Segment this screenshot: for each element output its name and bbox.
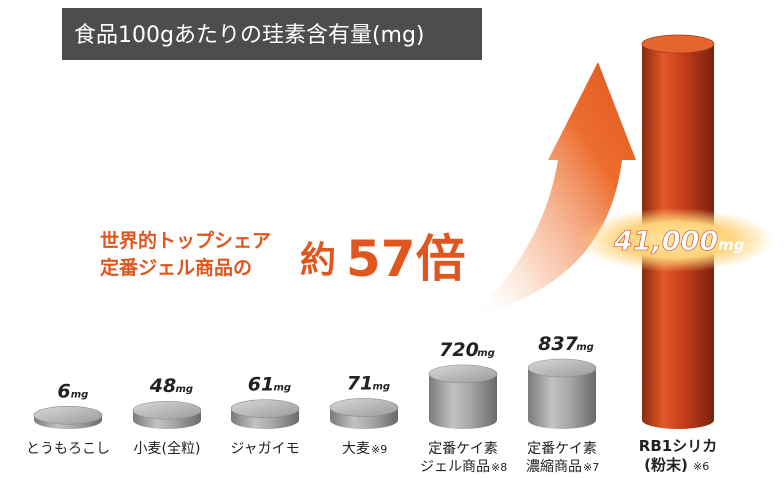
bar-top [33,405,103,425]
chart-title: 食品100gあたりの珪素含有量(mg) [74,23,425,48]
comparison-claim: 世界的トップシェア 定番ジェル商品の 約 57倍 [100,229,466,288]
category-label: とうもろこし [26,441,110,457]
chart-title-box: 食品100gあたりの珪素含有量(mg) [62,8,482,60]
category-label: 小麦(全粒) [134,440,201,457]
category-label: 定番ケイ素 [428,441,498,457]
growth-arrow [470,62,636,318]
category-label: ジェル商品 [420,459,490,475]
category-label: 定番ケイ素 [527,441,597,457]
bar-body [528,368,596,429]
highlight-category-label: RB1シリカ [639,437,717,455]
highlight-value-label: 41,000 [613,226,718,257]
value-unit: mg [373,381,391,392]
value-unit: mg [71,389,89,400]
footnote-mark: ※8 [491,461,507,474]
bar-top [329,398,399,417]
highlight-bar-top [641,34,715,54]
category-label: 大麦 [342,441,370,457]
chart-title-background [62,8,482,60]
bar-top [230,399,300,418]
category-label: 濃縮商品 [526,459,582,475]
value-unit: mg [274,383,292,394]
value-label: 837 [538,333,578,355]
highlight-footnote-mark: ※6 [693,460,709,473]
highlight-value-glow [578,208,774,272]
footnote-mark: ※7 [583,461,599,474]
value-unit: mg [576,342,594,353]
highlight-value-unit: mg [718,236,745,254]
value-label: 720 [439,339,479,361]
footnote-mark: ※9 [371,443,387,456]
claim-prefix: 約 [300,240,336,281]
bar-top [428,364,498,384]
claim-multiplier: 57倍 [346,230,466,288]
value-label: 6 [57,380,70,402]
value-label: 61 [248,374,274,396]
value-unit: mg [477,348,495,359]
bar-top [527,358,597,378]
value-label: 71 [347,372,373,394]
claim-line-1: 世界的トップシェア [100,229,271,252]
bar-body [429,373,497,429]
claim-line-2: 定番ジェル商品の [100,256,252,279]
highlight-category-sublabel: (粉末) [644,456,688,474]
value-unit: mg [176,384,194,395]
category-label: ジャガイモ [230,441,299,457]
bar-top [132,400,202,420]
value-label: 48 [149,375,176,397]
